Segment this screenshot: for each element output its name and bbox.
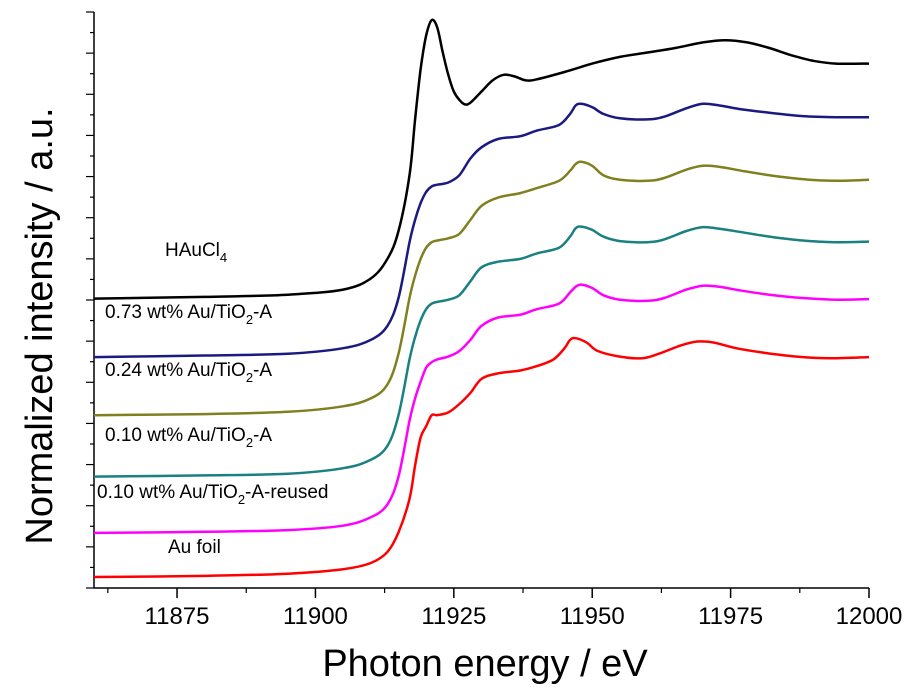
x-tick-label: 12000: [836, 603, 903, 630]
series-line-6: [93, 336, 870, 579]
series-label-1: HAuCl4: [165, 240, 227, 265]
x-tick-label: 11950: [560, 603, 625, 630]
x-tick-label: 11900: [283, 603, 348, 630]
x-tick-label: 11875: [145, 603, 210, 630]
series-line-1: [93, 18, 870, 300]
series-line-3: [93, 160, 870, 417]
series-labels: HAuCl4 0.73 wt% Au/TiO2-A 0.24 wt% Au/TiO2…: [97, 240, 328, 558]
x-axis: 11875 11900 11925 11950 11975 12000: [94, 587, 903, 630]
series-label-5: 0.10 wt% Au/TiO2-A-reused: [97, 482, 328, 507]
x-tick-label: 11925: [421, 603, 486, 630]
series-label-6: Au foil: [168, 537, 221, 558]
x-tick-label: 11975: [698, 603, 763, 630]
y-axis: [86, 11, 95, 589]
series-layer: [93, 18, 870, 579]
series-line-5: [93, 283, 870, 535]
x-axis-title: Photon energy / eV: [322, 643, 648, 685]
series-label-2: 0.73 wt% Au/TiO2-A: [105, 302, 272, 327]
series-label-3: 0.24 wt% Au/TiO2-A: [105, 360, 272, 385]
series-line-2: [93, 102, 870, 359]
y-axis-title: Normalized intensity / a.u.: [19, 107, 61, 544]
series-line-4: [93, 225, 870, 478]
series-label-4: 0.10 wt% Au/TiO2-A: [105, 425, 272, 450]
